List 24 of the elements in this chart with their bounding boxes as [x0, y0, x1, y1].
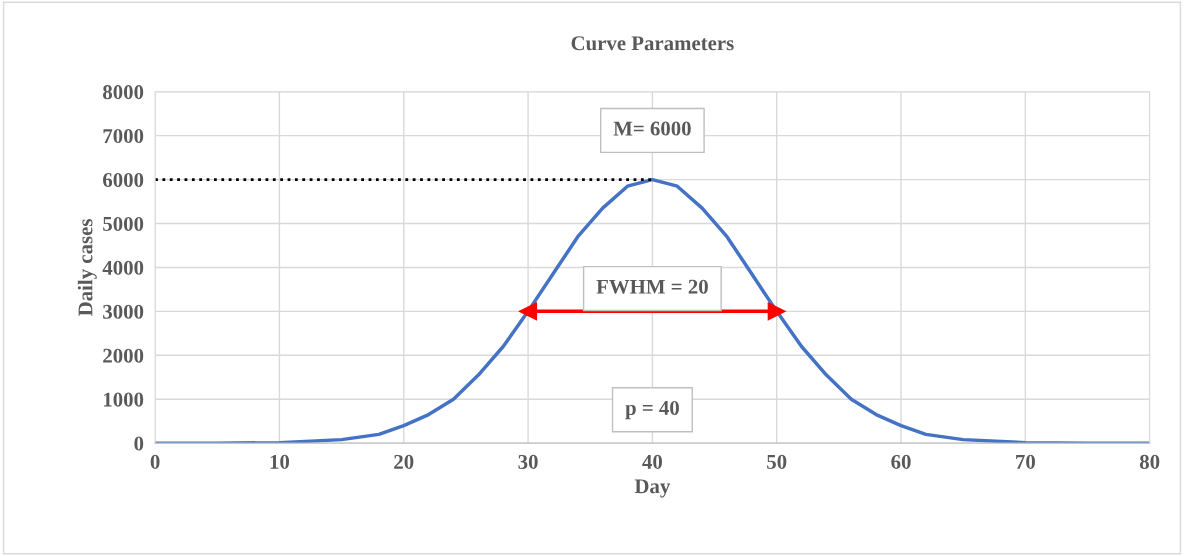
y-axis-title: Daily cases	[77, 219, 97, 316]
chart-title: Curve Parameters	[571, 36, 734, 51]
y-tick-label: 7000	[103, 129, 144, 144]
y-tick-label: 2000	[103, 348, 144, 363]
x-tick-label: 70	[1016, 454, 1035, 469]
x-tick-label: 0	[150, 454, 160, 469]
x-tick-label: 40	[642, 454, 663, 469]
y-tick-label: 1000	[104, 392, 144, 407]
annotation: p = 40	[625, 400, 679, 420]
y-tick-label: 6000	[103, 172, 144, 188]
x-tick-label: 10	[270, 454, 290, 469]
y-tick-label: 8000	[103, 85, 144, 100]
y-tick-label: 3000	[103, 304, 144, 319]
annotation: FWHM = 20	[596, 279, 708, 294]
y-tick-label: 4000	[102, 260, 144, 275]
x-tick-label: 20	[394, 454, 414, 469]
x-axis-title: Day	[634, 479, 671, 498]
x-tick-label: 80	[1139, 454, 1160, 469]
annotation: M= 6000	[613, 121, 691, 136]
y-tick-label: 0	[134, 436, 144, 451]
x-tick-label: 60	[891, 454, 911, 469]
y-tick-label: 5000	[103, 216, 144, 231]
x-tick-label: 50	[767, 454, 787, 469]
x-tick-label: 30	[518, 454, 538, 469]
